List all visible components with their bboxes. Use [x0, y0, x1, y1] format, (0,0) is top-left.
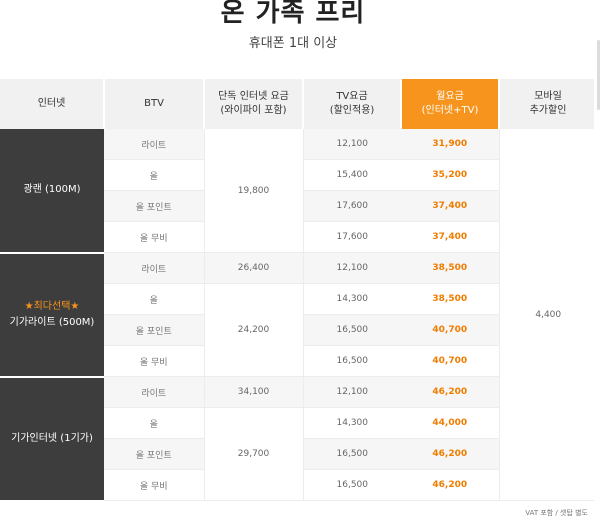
header-label: 인터넷 — [37, 98, 66, 109]
header-label: TV요금 (할인적용) — [329, 91, 375, 116]
btv-plan: 라이트 — [104, 252, 204, 284]
table-row: 광랜 (100M) 라이트 19,800 12,100 31,900 4,400 — [0, 129, 597, 501]
tv-fee: 16,500 — [302, 438, 401, 470]
btv-plan: 올 — [104, 407, 204, 439]
internet-only-fee: 24,200 — [203, 283, 303, 377]
tv-fee: 15,400 — [302, 159, 401, 191]
tv-fee: 14,300 — [302, 283, 401, 315]
header-btv: BTV — [104, 79, 205, 129]
internet-plan-cell: 기가인터넷 (1기가) — [0, 376, 104, 502]
btv-plan: 올 포인트 — [104, 314, 204, 346]
table-row: 올 24,200 14,300 38,500 — [0, 283, 597, 377]
tv-fee: 17,600 — [302, 221, 401, 253]
table-row: 올 무비 16,500 40,700 — [0, 345, 597, 377]
monthly-fee: 35,200 — [401, 159, 499, 191]
btv-plan: 올 포인트 — [104, 190, 204, 222]
header-label: 월요금 (인터넷+TV) — [421, 91, 479, 116]
monthly-fee: 37,400 — [401, 190, 499, 222]
internet-plan-name: 광랜 (100M) — [23, 184, 81, 196]
monthly-fee: 38,500 — [401, 252, 499, 284]
internet-plan-name: 기가인터넷 (1기가) — [11, 432, 93, 444]
tv-fee: 16,500 — [302, 345, 401, 377]
monthly-fee: 31,900 — [401, 129, 499, 160]
header-internet: 인터넷 — [0, 79, 105, 129]
btv-plan: 올 무비 — [104, 469, 204, 501]
table-row: ★최다선택★ 기가라이트 (500M) 라이트 26,400 12,100 38… — [0, 252, 597, 378]
btv-plan: 라이트 — [104, 129, 204, 160]
monthly-fee: 40,700 — [401, 345, 499, 377]
header-mobile-discount: 모바일 추가할인 — [499, 79, 598, 129]
table-row: 올 무비 16,500 46,200 — [0, 469, 597, 501]
table-row: 올 포인트 16,500 40,700 — [0, 314, 597, 346]
tv-fee: 16,500 — [302, 314, 401, 346]
internet-plan-cell: ★최다선택★ 기가라이트 (500M) — [0, 252, 104, 378]
monthly-fee: 38,500 — [401, 283, 499, 315]
tv-fee: 14,300 — [302, 407, 401, 439]
btv-plan: 올 — [104, 159, 204, 191]
btv-plan: 올 — [104, 283, 204, 315]
best-choice-badge: ★최다선택★ — [24, 300, 80, 312]
monthly-fee: 46,200 — [401, 438, 499, 470]
page-title: 온 가족 프리 — [220, 0, 366, 28]
tv-fee: 12,100 — [302, 129, 401, 160]
internet-only-fee: 29,700 — [203, 407, 303, 501]
table-row: 올 무비 17,600 37,400 — [0, 221, 597, 253]
header-label: 단독 인터넷 요금 (와이파이 포함) — [218, 91, 289, 116]
scrollbar[interactable] — [594, 0, 600, 521]
internet-only-fee: 19,800 — [203, 129, 303, 253]
table-row: 올 포인트 17,600 37,400 — [0, 190, 597, 222]
footer-note: VAT 포함 / 셋탑 별도 — [525, 509, 588, 517]
monthly-fee: 40,700 — [401, 314, 499, 346]
header-tv-fee: TV요금 (할인적용) — [303, 79, 402, 129]
tv-fee: 12,100 — [302, 376, 401, 408]
tv-fee: 12,100 — [302, 252, 401, 284]
internet-plan-cell: 광랜 (100M) — [0, 129, 104, 254]
tv-fee: 17,600 — [302, 190, 401, 222]
btv-plan: 올 포인트 — [104, 438, 204, 470]
price-table: 인터넷 BTV 단독 인터넷 요금 (와이파이 포함) TV요금 (할인적용) 월요… — [0, 79, 598, 502]
header-label: 모바일 추가할인 — [529, 91, 567, 116]
monthly-fee: 46,200 — [401, 469, 499, 501]
table-row: 기가인터넷 (1기가) 라이트 34,100 12,100 46,200 — [0, 376, 597, 502]
scrollbar-thumb[interactable] — [597, 40, 600, 110]
page-subtitle: 휴대폰 1대 이상 — [248, 36, 338, 51]
monthly-fee: 44,000 — [401, 407, 499, 439]
internet-plan-name: 기가라이트 (500M) — [9, 316, 95, 328]
btv-plan: 올 무비 — [104, 345, 204, 377]
internet-only-fee: 26,400 — [203, 252, 303, 284]
btv-plan: 올 무비 — [104, 221, 204, 253]
mobile-discount: 4,400 — [498, 129, 597, 501]
internet-only-fee: 34,100 — [203, 376, 303, 408]
table-row: 올 포인트 16,500 46,200 — [0, 438, 597, 470]
header-label: BTV — [144, 98, 164, 109]
btv-plan: 라이트 — [104, 376, 204, 408]
monthly-fee: 37,400 — [401, 221, 499, 253]
header-internet-only-fee: 단독 인터넷 요금 (와이파이 포함) — [204, 79, 304, 129]
header-monthly-fee: 월요금 (인터넷+TV) — [401, 79, 500, 129]
table-row: 올 29,700 14,300 44,000 — [0, 407, 597, 501]
table-row: 올 15,400 35,200 — [0, 159, 597, 191]
monthly-fee: 46,200 — [401, 376, 499, 408]
tv-fee: 16,500 — [302, 469, 401, 501]
table-header-row: 인터넷 BTV 단독 인터넷 요금 (와이파이 포함) TV요금 (할인적용) 월요… — [0, 79, 598, 129]
